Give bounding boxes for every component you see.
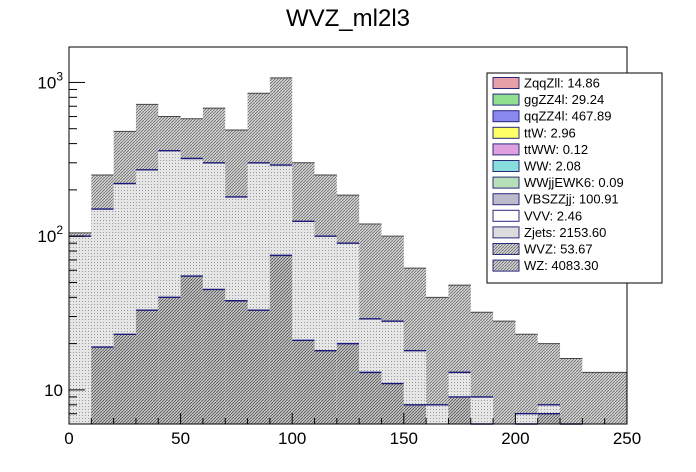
x-tick-label: 100	[278, 429, 306, 448]
legend-label: WW: 2.08	[524, 159, 581, 174]
legend-swatch	[492, 209, 520, 222]
legend-swatch	[492, 126, 520, 139]
legend-label: WWjjEWK6: 0.09	[524, 175, 624, 190]
bar-total	[470, 312, 494, 424]
bar-zjets	[426, 404, 449, 424]
legend-label: qqZZ4l: 467.89	[524, 109, 611, 124]
legend-swatch	[492, 243, 520, 255]
y-tick-label: 103	[37, 69, 63, 92]
bar-wz	[113, 334, 136, 424]
bar-wz	[537, 413, 561, 424]
legend-swatch	[492, 160, 520, 172]
y-tick-label: 102	[37, 223, 63, 246]
bar-wz	[247, 310, 270, 424]
bar-total	[426, 297, 449, 424]
legend-label: VBSZZjj: 100.91	[524, 192, 619, 207]
legend-swatch	[492, 143, 520, 156]
bar-wz	[269, 255, 293, 424]
bar-wz	[202, 289, 226, 424]
bar-total	[515, 334, 538, 424]
bar-total	[493, 321, 516, 424]
legend-label: ttWW: 0.12	[524, 142, 588, 157]
bar-wz	[180, 276, 203, 424]
bar-total	[582, 372, 605, 424]
x-tick-label: 50	[171, 429, 190, 448]
bar-total	[604, 372, 627, 424]
y-tick-label: 10	[44, 381, 63, 400]
x-tick-label: 250	[613, 429, 641, 448]
bar-wz	[158, 297, 181, 424]
x-tick-label: 0	[64, 429, 73, 448]
x-tick-label: 200	[501, 429, 529, 448]
bar-zjets	[69, 236, 92, 424]
legend-swatch	[492, 110, 520, 123]
x-tick-label: 150	[390, 429, 418, 448]
legend-swatch	[492, 176, 520, 189]
bar-wz	[381, 383, 404, 424]
bar-zjets	[470, 396, 494, 424]
bar-wz	[336, 343, 360, 424]
legend-swatch	[492, 77, 520, 89]
bar-total	[537, 343, 561, 424]
bar-wz	[448, 396, 471, 424]
legend-swatch	[492, 193, 520, 206]
histogram-bars	[69, 77, 627, 425]
bar-wz	[91, 347, 114, 424]
bar-wz	[403, 404, 427, 424]
bar-wz	[292, 340, 315, 424]
legend-label: ggZZ4l: 29.24	[524, 92, 604, 107]
bar-zjets	[515, 413, 538, 424]
legend-label: WVZ: 53.67	[524, 242, 593, 257]
x-axis: 0 50 100 150 200 250	[64, 413, 641, 448]
chart-title: WVZ_ml2l3	[286, 5, 410, 32]
legend-label: Zjets: 2153.60	[524, 225, 606, 240]
legend-swatch	[492, 259, 520, 272]
legend-label: ZqqZll: 14.86	[524, 76, 600, 91]
legend-swatch	[492, 226, 520, 239]
bar-wz	[314, 350, 337, 424]
bar-total	[560, 358, 583, 424]
bar-wz	[135, 310, 159, 424]
legend-label: WZ: 4083.30	[524, 258, 598, 273]
legend-label: ttW: 2.96	[524, 125, 576, 140]
bar-wz	[359, 372, 382, 424]
legend-label: VVV: 2.46	[524, 208, 582, 223]
bar-wz	[225, 300, 248, 424]
legend-swatch	[492, 93, 520, 106]
y-axis: 10 102 103	[37, 69, 85, 425]
